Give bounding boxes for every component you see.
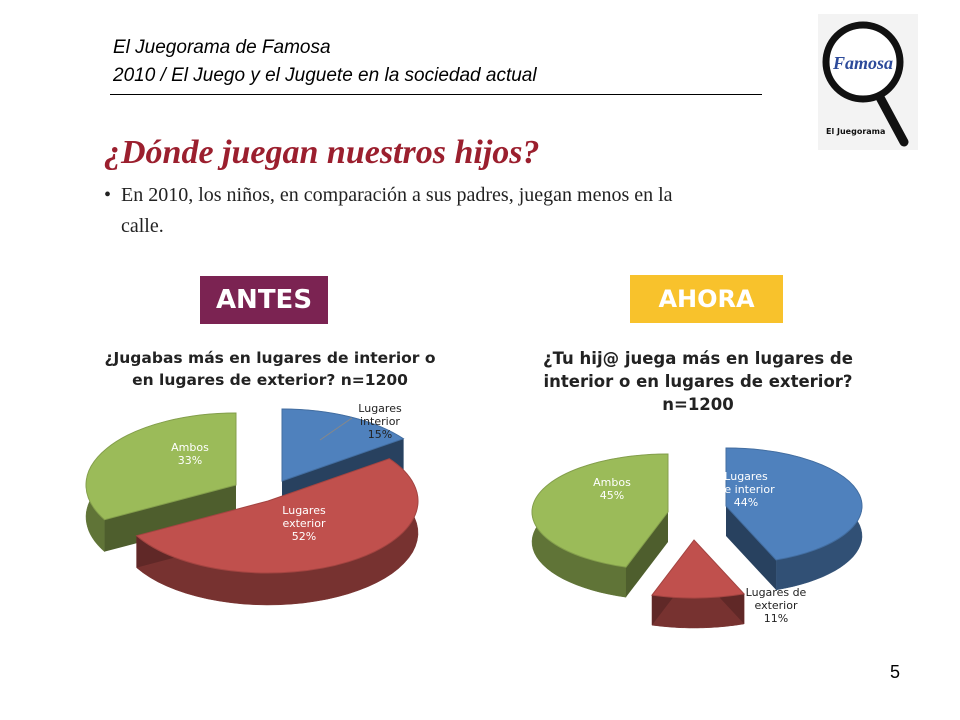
pie-slice-top (281, 408, 405, 482)
slice-percent-label: 33% (178, 454, 202, 467)
bullet-dot: • (104, 184, 112, 206)
slice-percent-label: 45% (600, 489, 624, 502)
slice-percent-label: 52% (292, 530, 316, 543)
page-number: 5 (890, 662, 901, 682)
slide-title: ¿Dónde juegan nuestros hijos? (104, 134, 540, 171)
pie-slice (531, 453, 669, 598)
logo-brand: Famosa (832, 53, 893, 73)
pie-chart-2: ¿Tu hij@ juega más en lugares de interior… (531, 349, 863, 629)
slice-name-label: de interior (717, 483, 775, 496)
header-divider (110, 94, 762, 95)
chart-title-line: ¿Jugabas más en lugares de interior o (105, 349, 436, 367)
slice-name-label: Lugares (282, 504, 326, 517)
slice-percent-label: 11% (764, 612, 788, 625)
slice-name-label: exterior (755, 599, 798, 612)
pie-slice (725, 447, 863, 591)
header-line-2: 2010 / El Juego y el Juguete en la socie… (113, 65, 537, 86)
chart-title-line: n=1200 (662, 395, 734, 414)
pie-slice-wall (726, 506, 777, 590)
slice-name-label: Lugares (358, 402, 402, 415)
slice-name-label: exterior (283, 517, 326, 530)
pie-slice-wall (625, 512, 668, 598)
header-line-1: El Juegorama de Famosa (113, 37, 331, 58)
pie-slice (135, 458, 419, 606)
presentation-header: El Juegorama de Famosa 2010 / El Juego y… (113, 34, 761, 90)
ahora-badge: AHORA (630, 275, 783, 323)
slice-percent-label: 44% (734, 496, 758, 509)
chart-title-line: interior o en lugares de exterior? (544, 372, 853, 391)
label-leader-line (319, 417, 353, 441)
slice-percent-label: 15% (368, 428, 392, 441)
pie-slice-top (651, 539, 746, 599)
chart-title-line: ¿Tu hij@ juega más en lugares de (543, 349, 853, 368)
famosa-logo: Famosa El Juegorama (818, 14, 918, 150)
pie-slice-top (135, 458, 419, 574)
logo-caption: El Juegorama (826, 127, 885, 136)
bullet-line-1: En 2010, los niños, en comparación a sus… (121, 184, 673, 206)
pie-slice-top (85, 412, 237, 521)
pie-chart-1: ¿Jugabas más en lugares de interior o en … (85, 349, 436, 606)
slice-name-label: Lugares de (746, 586, 807, 599)
chart-title-line: en lugares de exterior? n=1200 (132, 371, 408, 389)
bullet-text: • En 2010, los niños, en comparación a s… (104, 180, 804, 242)
slice-name-label: Lugares (724, 470, 768, 483)
slice-name-label: Ambos (171, 441, 209, 454)
pie-slice-top (725, 447, 863, 561)
magnifier-icon: Famosa El Juegorama (818, 14, 918, 150)
pie-slice (651, 539, 746, 629)
bullet-line-2: calle. (121, 215, 164, 237)
pie-slice-top (531, 453, 669, 568)
slice-name-label: Ambos (593, 476, 631, 489)
slice-name-label: interior (360, 415, 400, 428)
antes-badge: ANTES (200, 276, 328, 324)
